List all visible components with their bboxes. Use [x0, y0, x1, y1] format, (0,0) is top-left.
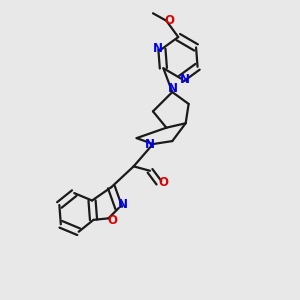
- Text: N: N: [144, 138, 154, 151]
- Text: O: O: [159, 176, 169, 189]
- Text: O: O: [164, 14, 174, 27]
- Text: N: N: [168, 82, 178, 95]
- Text: N: N: [118, 199, 128, 212]
- Text: N: N: [153, 42, 163, 55]
- Text: N: N: [180, 73, 190, 86]
- Text: O: O: [107, 214, 118, 227]
